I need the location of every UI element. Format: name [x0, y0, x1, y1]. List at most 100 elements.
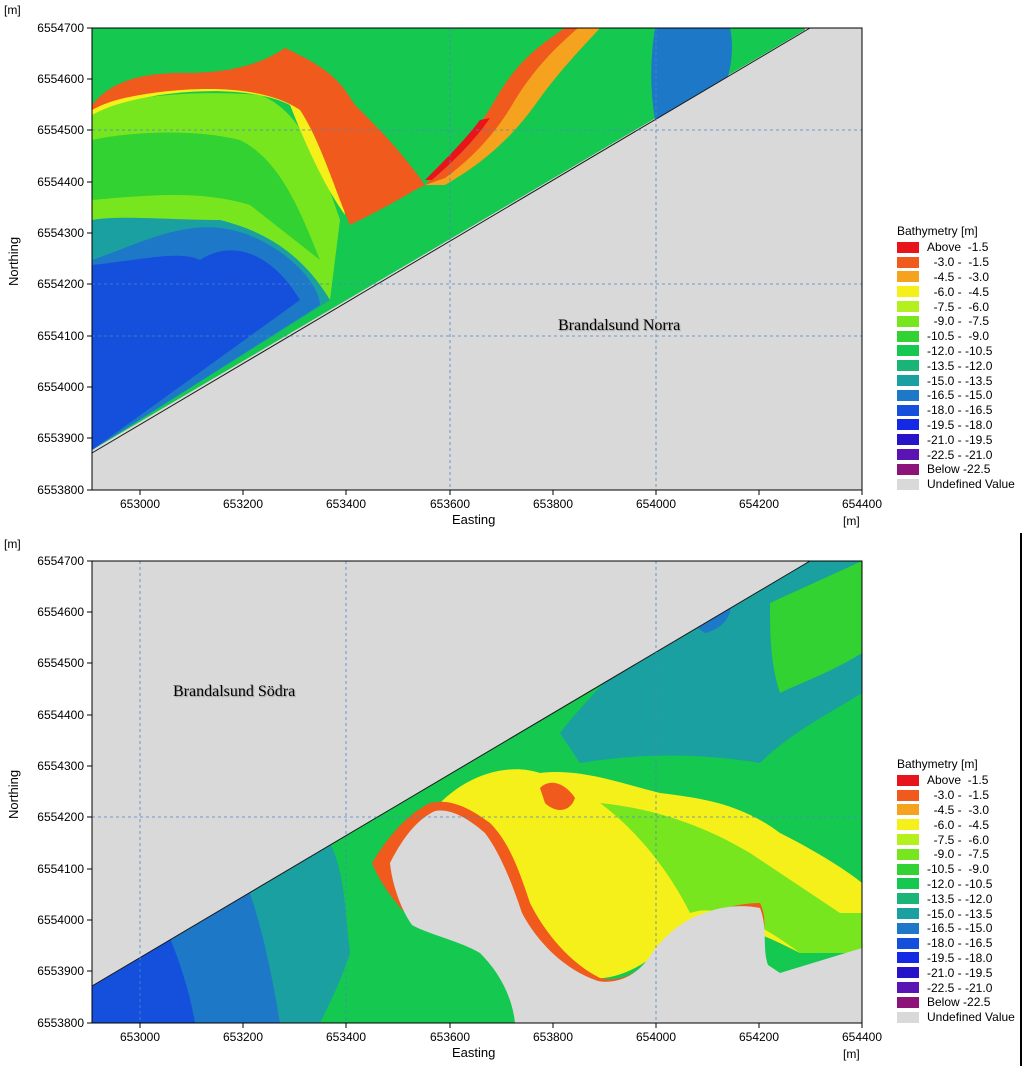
legend-label: -19.5 - -18.0	[927, 950, 993, 965]
legend-swatch	[897, 819, 919, 831]
legend-swatch	[897, 315, 919, 327]
legend-item: -12.0 - -10.5	[897, 877, 1015, 892]
x-tick: 654000	[635, 497, 677, 511]
legend-item: -21.0 - -19.5	[897, 965, 1015, 980]
legend-rows: Above -1.5 -3.0 - -1.5 -4.5 - -3.0 -6.0 …	[897, 240, 1015, 492]
x-tick: 653400	[325, 497, 367, 511]
depth-region-10-east	[770, 561, 862, 693]
y-unit-label: [m]	[4, 3, 21, 17]
legend-item: Below -22.5	[897, 462, 1015, 477]
legend-label: Undefined Value	[927, 1010, 1015, 1025]
legend-item: -16.5 - -15.0	[897, 921, 1015, 936]
x-tick: 653200	[222, 1030, 264, 1044]
legend-label: -16.5 - -15.0	[927, 921, 993, 936]
legend-swatch	[897, 404, 919, 416]
y-tick: 6554100	[37, 862, 84, 876]
legend-label: -12.0 - -10.5	[927, 876, 993, 891]
legend-swatch	[897, 804, 919, 816]
y-axis-title: Northing	[6, 769, 21, 819]
legend-swatch	[897, 834, 919, 846]
bathymetry-map-north	[87, 27, 863, 495]
legend-item: -9.0 - -7.5	[897, 314, 1015, 329]
legend-title: Bathymetry [m]	[897, 224, 978, 238]
legend-swatch	[897, 301, 919, 313]
legend-item: Above -1.5	[897, 773, 1015, 788]
legend-north: Bathymetry [m] Above -1.5 -3.0 - -1.5 -4…	[897, 224, 1015, 492]
y-tick: 6554300	[37, 759, 84, 773]
legend-item: -18.0 - -16.5	[897, 403, 1015, 418]
legend-item: -4.5 - -3.0	[897, 270, 1015, 285]
legend-label: Below -22.5	[927, 995, 991, 1010]
x-tick: 654400	[841, 1030, 883, 1044]
legend-swatch	[897, 893, 919, 905]
legend-swatch	[897, 1011, 919, 1023]
legend-label: -3.0 - -1.5	[927, 788, 990, 803]
y-tick: 6554600	[37, 72, 84, 86]
legend-item: -10.5 - -9.0	[897, 862, 1015, 877]
x-unit-label: [m]	[843, 514, 860, 528]
y-tick: 6553800	[37, 1016, 84, 1030]
headland-shallow	[92, 48, 425, 225]
legend-swatch	[897, 922, 919, 934]
legend-swatch	[897, 434, 919, 446]
legend-swatch	[897, 389, 919, 401]
legend-label: -3.0 - -1.5	[927, 255, 990, 270]
legend-swatch	[897, 241, 919, 253]
legend-swatch	[897, 271, 919, 283]
legend-south: Bathymetry [m] Above -1.5 -3.0 - -1.5 -4…	[897, 757, 1015, 1025]
legend-label: -4.5 - -3.0	[927, 269, 990, 284]
legend-label: -22.5 - -21.0	[927, 447, 993, 462]
y-tick: 6554600	[37, 605, 84, 619]
legend-swatch	[897, 908, 919, 920]
y-tick: 6554300	[37, 226, 84, 240]
x-tick: 654400	[841, 497, 883, 511]
legend-label: -9.0 - -7.5	[927, 314, 990, 329]
legend-label: -15.0 - -13.5	[927, 373, 993, 388]
map-panel-north: [m] 6554700 6554600 6554500 6554400 6554…	[4, 3, 1015, 528]
y-tick: 6553900	[37, 431, 84, 445]
legend-swatch	[897, 937, 919, 949]
legend-swatch	[897, 375, 919, 387]
legend-label: Above -1.5	[927, 240, 989, 255]
legend-label: -12.0 - -10.5	[927, 343, 993, 358]
axis-ticks	[87, 560, 863, 1028]
legend-swatch	[897, 952, 919, 964]
legend-swatch	[897, 345, 919, 357]
legend-label: Undefined Value	[927, 477, 1015, 492]
legend-item: -13.5 - -12.0	[897, 358, 1015, 373]
y-unit-label: [m]	[4, 537, 21, 551]
legend-label: Below -22.5	[927, 462, 991, 477]
bathymetry-map-south	[87, 560, 863, 1028]
depth-region-18	[92, 250, 300, 450]
legend-swatch	[897, 449, 919, 461]
legend-label: -19.5 - -18.0	[927, 417, 993, 432]
y-tick: 6554700	[37, 554, 84, 568]
legend-swatch	[897, 286, 919, 298]
x-tick: 653600	[429, 497, 471, 511]
legend-label: -22.5 - -21.0	[927, 980, 993, 995]
legend-label: -10.5 - -9.0	[927, 329, 990, 344]
legend-label: -21.0 - -19.5	[927, 432, 993, 447]
legend-label: -7.5 - -6.0	[927, 299, 990, 314]
legend-swatch	[897, 330, 919, 342]
x-tick: 653000	[119, 1030, 161, 1044]
map-title-south: Brandalsund Södra	[173, 683, 296, 700]
legend-item: -3.0 - -1.5	[897, 788, 1015, 803]
x-tick: 654000	[635, 1030, 677, 1044]
y-tick: 6554400	[37, 175, 84, 189]
legend-swatch	[897, 789, 919, 801]
x-axis-title: Easting	[452, 1045, 496, 1060]
legend-item: -16.5 - -15.0	[897, 388, 1015, 403]
legend-label: -16.5 - -15.0	[927, 388, 993, 403]
legend-label: -6.0 - -4.5	[927, 284, 990, 299]
legend-swatch	[897, 848, 919, 860]
legend-title: Bathymetry [m]	[897, 757, 978, 771]
x-unit-label: [m]	[843, 1047, 860, 1061]
legend-item: -7.5 - -6.0	[897, 299, 1015, 314]
legend-label: -18.0 - -16.5	[927, 403, 993, 418]
legend-item: Below -22.5	[897, 995, 1015, 1010]
legend-swatch	[897, 463, 919, 475]
y-tick: 6554500	[37, 656, 84, 670]
legend-swatch	[897, 863, 919, 875]
grid	[92, 28, 862, 490]
